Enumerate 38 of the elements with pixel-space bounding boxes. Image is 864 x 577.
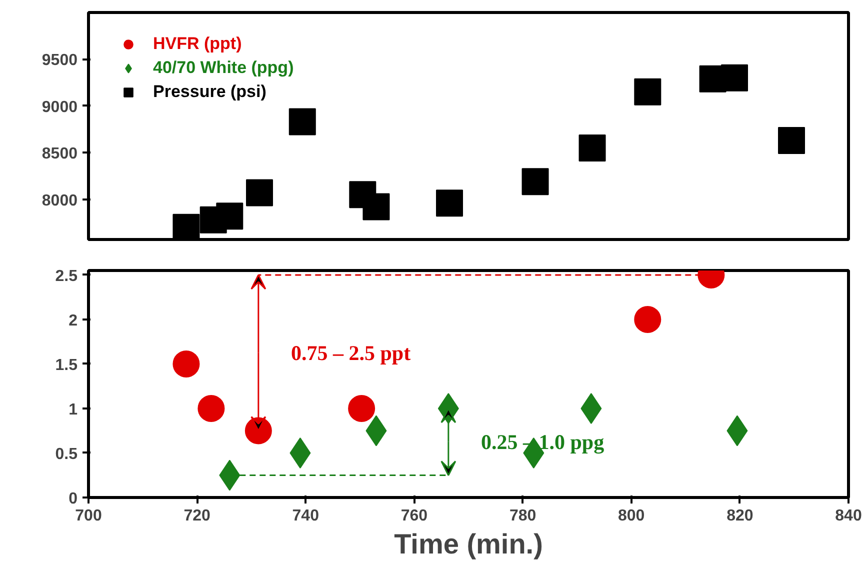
point bbox=[172, 350, 200, 378]
point bbox=[172, 214, 200, 240]
x-axis-title: Time (min.) bbox=[394, 528, 543, 560]
point bbox=[246, 179, 273, 206]
y-tick-label: 2.5 bbox=[55, 268, 78, 285]
point bbox=[436, 190, 463, 217]
point bbox=[634, 78, 662, 106]
point bbox=[216, 202, 244, 230]
y-tick-label: 8000 bbox=[42, 192, 78, 210]
y-tick-label: 1.5 bbox=[55, 356, 78, 374]
point bbox=[288, 108, 316, 136]
point bbox=[578, 134, 606, 162]
x-tick-label: 720 bbox=[184, 508, 211, 524]
legend-label: Pressure (psi) bbox=[153, 82, 266, 102]
point bbox=[198, 395, 225, 422]
x-tick-label: 700 bbox=[75, 508, 102, 524]
point bbox=[634, 306, 662, 333]
y-tick-label: 0 bbox=[68, 490, 78, 508]
x-tick-label: 820 bbox=[726, 508, 754, 524]
x-tick-label: 800 bbox=[618, 508, 645, 524]
point bbox=[522, 168, 549, 196]
y-tick-label: 9000 bbox=[42, 98, 78, 116]
x-tick-label: 780 bbox=[509, 508, 536, 524]
point bbox=[721, 64, 748, 92]
point bbox=[362, 193, 390, 220]
y-tick-label: 0.5 bbox=[55, 446, 78, 463]
x-tick-label: 840 bbox=[835, 508, 862, 524]
point bbox=[348, 395, 376, 422]
y-tick-label: 9500 bbox=[42, 52, 78, 70]
y-tick-label: 1 bbox=[68, 401, 78, 418]
legend-label: 40/70 White (ppg) bbox=[153, 58, 294, 78]
x-tick-label: 760 bbox=[400, 508, 428, 524]
x-tick-label: 740 bbox=[292, 508, 320, 524]
legend-label: HVFR (ppt) bbox=[153, 34, 242, 54]
annotation: 0.75 – 2.5 ppt bbox=[290, 340, 411, 365]
point bbox=[778, 126, 805, 154]
y-tick-label: 2 bbox=[68, 312, 78, 330]
y-tick-label: 8500 bbox=[42, 146, 78, 163]
